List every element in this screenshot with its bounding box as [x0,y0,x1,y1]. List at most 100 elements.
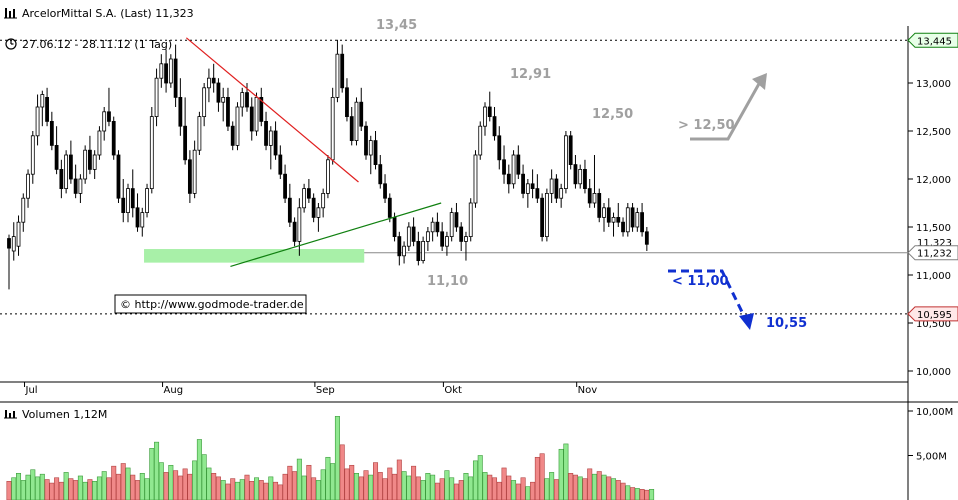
volume-bar [582,478,588,500]
candle-down [311,197,316,218]
volume-bar [406,475,412,500]
candle-down [435,221,440,233]
price-tick-label: 12,500 [916,127,951,138]
price-tick-label: 13,000 [916,79,951,90]
candle-up [78,178,83,194]
candle-up [145,188,149,214]
copyright-text[interactable]: © http://www.godmode-trader.de [120,298,304,311]
volume-bar [353,472,359,500]
volume-bar [373,462,379,500]
candle-down [135,207,140,228]
volume-bar [625,485,631,500]
candle-down [283,173,287,199]
month-tick-label: Okt [444,385,462,396]
volume-bar [115,473,121,500]
volume-bar [358,476,364,500]
candle-down [487,106,492,117]
volume-bar [39,473,45,500]
volume-bar [382,478,388,500]
volume-bar [68,478,74,500]
volume-bar [349,464,355,500]
volume-bar [411,465,417,500]
volume-bar [201,454,207,500]
volume-bar [287,465,293,500]
volume-bar [539,453,545,500]
candle-down [340,53,345,89]
candle-up [168,58,173,84]
candle-up [326,159,330,194]
badge-last-label: 11,323 [917,238,952,249]
volume-tick-label: 5,00M [916,452,947,463]
annotation-target-down: 10,55 [766,316,807,331]
candle-down [59,168,64,189]
candle-down [88,149,92,170]
candle-down [173,58,178,98]
volume-bar [135,480,141,500]
annotation-high-1: 13,45 [376,18,417,33]
candle-up [202,87,207,118]
candle-up [140,212,145,228]
volume-bar [549,472,555,500]
volume-bar [487,474,493,500]
volume-bar [177,475,183,500]
candle-down [306,188,311,199]
volume-bar [296,458,302,500]
candle-down [387,197,392,218]
volume-bar [6,481,12,500]
candle-down [383,183,387,199]
volume-bar [634,488,640,500]
volume-bar [496,481,502,500]
candle-up [11,236,16,252]
candle-down [230,125,235,146]
candle-down [178,97,183,127]
candle-down [616,216,621,223]
candle-down [107,111,111,122]
candle-up [578,168,583,185]
volume-bar [30,469,36,500]
candle-down [502,159,506,175]
candle-down [583,168,587,189]
volume-bar [601,474,607,500]
volume-bar [530,481,536,500]
month-tick-label: Aug [164,385,184,396]
volume-bar [35,476,41,500]
candle-up [240,92,245,108]
volume-bar [192,460,198,500]
volume-bar [320,469,326,500]
copyright-box [114,294,307,314]
candle-up [197,116,202,151]
candle-down [540,197,545,237]
candle-up [549,178,554,194]
volume-bar [292,471,298,500]
volume-bar [106,477,112,500]
month-tick-label: Nov [578,385,598,396]
volume-bar [387,467,393,500]
candle-up [511,154,516,185]
candle-up [126,188,130,214]
volume-bar [144,478,150,500]
candle-up [321,192,326,209]
candle-down [535,188,540,199]
candle-down [621,221,625,233]
volume-bar [130,474,136,500]
candle-down [273,130,278,156]
volume-bar [520,477,526,500]
volume-bar [244,474,250,500]
candle-down [440,231,445,247]
volume-bar [572,474,578,500]
volume-bar [396,459,402,500]
candle-up [221,97,226,103]
volume-bar [120,463,126,500]
volume-bar [644,489,650,500]
candle-up [35,106,40,137]
volume-bar [234,481,240,500]
candle-down [597,192,602,218]
chart-title: ArcelorMittal S.A. (Last) 11,323 [22,7,194,20]
volume-label: Volumen 1,12M [22,408,107,421]
volume-bar [149,448,155,500]
candle-up [602,207,606,218]
volume-bar [111,465,117,500]
volume-bar [25,474,31,500]
annotation-target-up: > 12,50 [678,118,735,133]
candle-down [521,173,525,194]
